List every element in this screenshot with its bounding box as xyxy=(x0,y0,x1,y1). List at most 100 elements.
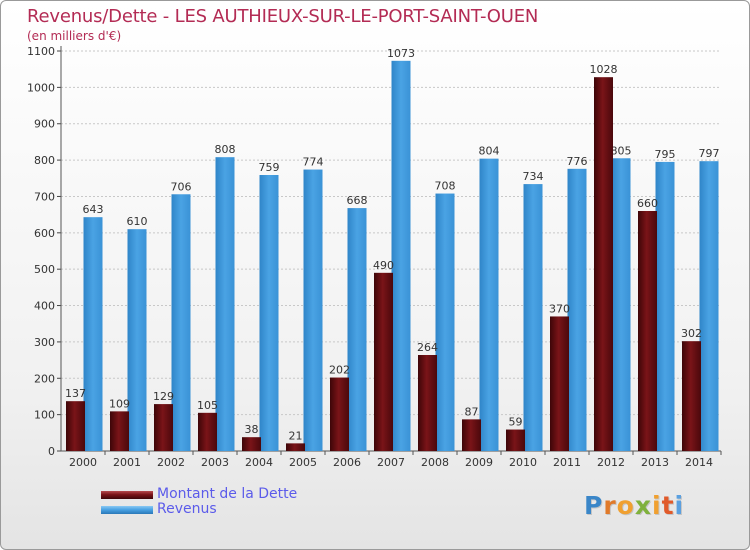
data-label-debt: 59 xyxy=(509,416,523,429)
bar-debt xyxy=(418,355,437,451)
x-tick-label: 2006 xyxy=(333,456,361,469)
bar-revenue xyxy=(479,158,499,452)
bar-debt xyxy=(462,419,481,451)
data-label-revenue: 776 xyxy=(567,155,588,168)
data-label-revenue: 808 xyxy=(215,143,236,156)
chart-subtitle: (en milliers d'€) xyxy=(27,29,122,43)
logo-letter: i xyxy=(652,491,662,520)
bar-revenue xyxy=(171,194,191,452)
y-tick-label: 900 xyxy=(34,118,55,131)
bar-debt xyxy=(638,211,657,451)
y-tick-label: 1000 xyxy=(27,81,55,94)
bar-revenue xyxy=(83,217,103,451)
y-tick-label: 1100 xyxy=(27,45,55,58)
data-label-revenue: 774 xyxy=(303,156,324,169)
x-tick-label: 2008 xyxy=(421,456,449,469)
logo-letter: x xyxy=(634,491,652,520)
bar-revenue xyxy=(215,157,235,451)
bar-revenue xyxy=(699,161,719,451)
logo-letter: t xyxy=(661,491,675,520)
bar-revenue xyxy=(611,158,631,452)
data-label-debt: 490 xyxy=(373,259,394,272)
x-tick-label: 2009 xyxy=(465,456,493,469)
proxiti-logo: Proxiti xyxy=(584,491,684,520)
bar-revenue xyxy=(391,60,411,452)
x-tick-label: 2011 xyxy=(553,456,581,469)
data-label-debt: 109 xyxy=(109,397,130,410)
bar-debt xyxy=(682,341,701,451)
bar-revenue xyxy=(303,169,323,451)
bar-debt xyxy=(286,443,305,451)
y-tick-label: 600 xyxy=(34,227,55,240)
chart-title: Revenus/Dette - LES AUTHIEUX-SUR-LE-PORT… xyxy=(27,6,539,27)
x-tick-label: 2000 xyxy=(69,456,97,469)
y-tick-label: 200 xyxy=(34,372,55,385)
data-label-revenue: 795 xyxy=(655,148,676,161)
x-tick-label: 2014 xyxy=(685,456,713,469)
data-label-revenue: 706 xyxy=(171,180,192,193)
x-tick-label: 2007 xyxy=(377,456,405,469)
y-tick-label: 300 xyxy=(34,336,55,349)
bar-debt xyxy=(154,404,173,451)
x-tick-label: 2001 xyxy=(113,456,141,469)
y-tick-label: 400 xyxy=(34,300,55,313)
bar-debt xyxy=(330,377,349,451)
bar-debt xyxy=(66,401,85,451)
data-label-debt: 87 xyxy=(465,405,479,418)
bar-debt xyxy=(198,412,217,451)
data-label-debt: 105 xyxy=(197,399,218,412)
y-tick-label: 100 xyxy=(34,409,55,422)
data-label-revenue: 797 xyxy=(699,147,720,160)
bar-revenue xyxy=(655,161,675,451)
x-tick-label: 2002 xyxy=(157,456,185,469)
data-label-debt: 129 xyxy=(153,390,174,403)
data-label-revenue: 1073 xyxy=(387,47,415,60)
data-label-revenue: 610 xyxy=(127,215,148,228)
legend-label-debt: Montant de la Dette xyxy=(157,486,298,502)
data-label-revenue: 668 xyxy=(347,194,368,207)
bar-debt xyxy=(594,77,613,451)
bar-revenue xyxy=(127,229,147,451)
data-label-debt: 21 xyxy=(289,429,303,442)
legend-label-revenue: Revenus xyxy=(157,501,217,517)
data-label-revenue: 708 xyxy=(435,180,456,193)
data-label-debt: 302 xyxy=(681,327,702,340)
logo-letter: r xyxy=(603,491,617,520)
data-label-debt: 38 xyxy=(245,423,259,436)
bar-revenue xyxy=(347,208,367,451)
y-tick-label: 500 xyxy=(34,263,55,276)
bar-debt xyxy=(242,437,261,451)
data-label-debt: 1028 xyxy=(590,63,618,76)
x-tick-label: 2010 xyxy=(509,456,537,469)
data-label-debt: 137 xyxy=(65,387,86,400)
bar-debt xyxy=(550,316,569,451)
data-label-revenue: 759 xyxy=(259,161,280,174)
bar-revenue xyxy=(259,175,279,451)
data-label-debt: 660 xyxy=(637,197,658,210)
bar-debt xyxy=(110,411,129,451)
legend-swatch-revenue xyxy=(101,506,153,514)
bar-revenue xyxy=(567,168,587,451)
x-tick-label: 2005 xyxy=(289,456,317,469)
bar-debt xyxy=(374,272,393,451)
bar-debt xyxy=(506,429,525,451)
data-label-debt: 264 xyxy=(417,341,438,354)
data-label-debt: 202 xyxy=(329,364,350,377)
logo-letter: i xyxy=(674,491,685,520)
y-tick-label: 0 xyxy=(48,445,55,458)
legend-swatch-debt xyxy=(101,491,153,499)
data-label-revenue: 804 xyxy=(479,145,500,158)
x-tick-label: 2012 xyxy=(597,456,625,469)
y-tick-label: 700 xyxy=(34,190,55,203)
data-label-revenue: 643 xyxy=(83,203,104,216)
data-label-revenue: 734 xyxy=(523,170,544,183)
x-tick-label: 2003 xyxy=(201,456,229,469)
bar-revenue xyxy=(523,184,543,451)
bar-revenue xyxy=(435,193,455,451)
x-tick-label: 2004 xyxy=(245,456,273,469)
x-tick-label: 2013 xyxy=(641,456,669,469)
y-tick-label: 800 xyxy=(34,154,55,167)
data-label-revenue: 805 xyxy=(611,144,632,157)
